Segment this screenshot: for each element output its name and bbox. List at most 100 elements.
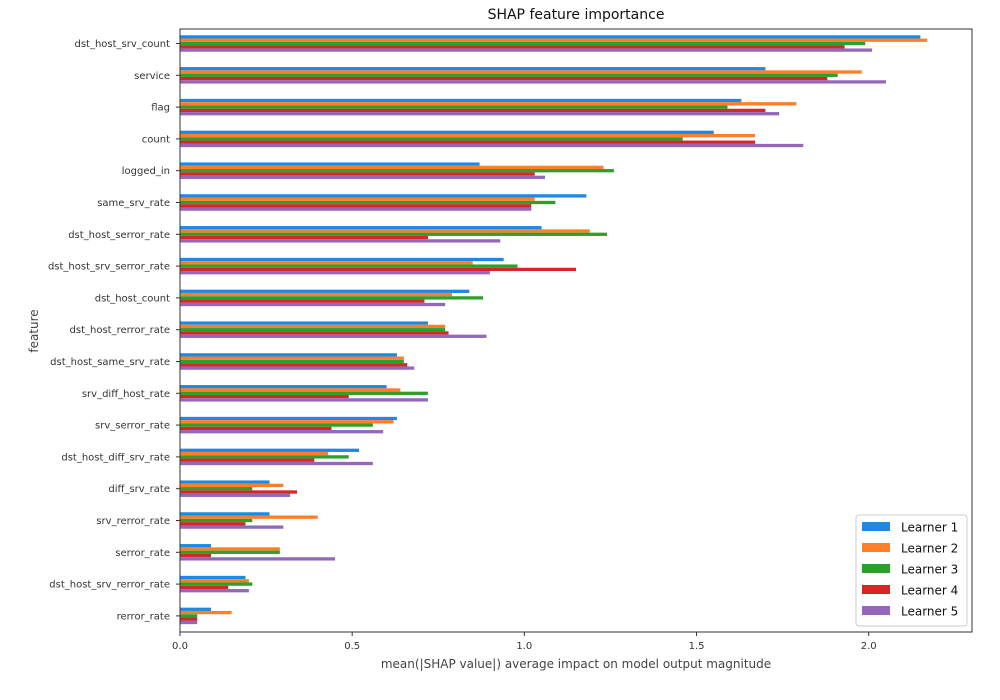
bar-rerror_rate-learner-2 <box>180 610 232 615</box>
x-axis-title: mean(|SHAP value|) average impact on mod… <box>381 657 771 671</box>
y-tick-label: dst_host_srv_rerror_rate <box>49 580 170 591</box>
y-tick-label: dst_host_diff_srv_rate <box>61 452 170 463</box>
bar-dst_host_count-learner-4 <box>180 299 425 303</box>
bar-dst_host_srv_rerror_rate-learner-1 <box>180 575 246 580</box>
bar-diff_srv_rate-learner-4 <box>180 490 298 494</box>
bar-dst_host_same_srv_rate-learner-2 <box>180 356 404 360</box>
bar-dst_host_serror_rate-learner-5 <box>180 239 501 243</box>
bar-logged_in-learner-5 <box>180 175 546 179</box>
bar-dst_host_rerror_rate-learner-4 <box>180 331 449 335</box>
bar-dst_host_srv_rerror_rate-learner-4 <box>180 585 229 590</box>
bar-dst_host_count-learner-2 <box>180 292 453 297</box>
bar-diff_srv_rate-learner-1 <box>180 480 270 484</box>
x-tick-label: 1.0 <box>516 641 532 652</box>
y-tick-label: dst_host_serror_rate <box>68 230 170 241</box>
bar-srv_serror_rate-learner-2 <box>180 420 394 424</box>
bar-dst_host_serror_rate-learner-1 <box>180 226 542 230</box>
bar-rerror_rate-learner-5 <box>180 620 198 625</box>
y-tick-label: srv_serror_rate <box>95 421 170 432</box>
y-tick-label: same_srv_rate <box>97 198 170 209</box>
bar-count-learner-2 <box>180 133 756 138</box>
y-tick-label: dst_host_same_srv_rate <box>50 357 170 368</box>
bar-dst_host_diff_srv_rate-learner-3 <box>180 455 349 459</box>
bar-logged_in-learner-4 <box>180 172 535 176</box>
y-axis-title: feature <box>27 309 41 352</box>
y-tick-label: srv_diff_host_rate <box>82 389 170 400</box>
bar-srv_diff_host_rate-learner-5 <box>180 398 428 402</box>
bar-dst_host_diff_srv_rate-learner-5 <box>180 461 373 466</box>
bar-dst_host_same_srv_rate-learner-5 <box>180 366 415 370</box>
bar-srv_serror_rate-learner-4 <box>180 426 332 431</box>
bar-srv_rerror_rate-learner-5 <box>180 525 284 529</box>
bar-dst_host_srv_count-learner-2 <box>180 38 928 42</box>
y-tick-label: logged_in <box>122 166 170 177</box>
bar-serror_rate-learner-2 <box>180 547 280 551</box>
bar-srv_serror_rate-learner-5 <box>180 430 384 434</box>
bar-serror_rate-learner-4 <box>180 553 211 558</box>
bar-dst_host_srv_count-learner-3 <box>180 41 866 46</box>
y-tick-label: dst_host_srv_count <box>74 39 170 50</box>
x-axis: 0.0 0.5 1.0 1.5 2.0 <box>172 632 877 652</box>
bar-service-learner-3 <box>180 73 838 77</box>
bar-rerror_rate-learner-1 <box>180 607 211 611</box>
y-tick-label: serror_rate <box>115 548 170 559</box>
bar-dst_host_serror_rate-learner-4 <box>180 235 428 240</box>
legend: Learner 1 Learner 2 Learner 3 Learner 4 Lear… <box>855 514 968 627</box>
bar-diff_srv_rate-learner-3 <box>180 487 253 491</box>
bar-dst_host_count-learner-5 <box>180 302 446 307</box>
bar-service-learner-4 <box>180 76 828 81</box>
legend-label-learner-4: Learner 4 <box>901 584 958 598</box>
bar-count-learner-3 <box>180 137 683 141</box>
x-tick-label: 0.5 <box>344 641 360 652</box>
bar-dst_host_serror_rate-learner-3 <box>180 232 607 236</box>
bar-service-learner-5 <box>180 80 886 84</box>
bar-dst_host_serror_rate-learner-2 <box>180 229 590 233</box>
bar-logged_in-learner-3 <box>180 169 614 173</box>
y-tick-label: srv_rerror_rate <box>96 516 170 527</box>
legend-swatch-learner-3 <box>862 564 890 573</box>
bar-dst_host_srv_count-learner-4 <box>180 45 845 49</box>
x-tick-label: 0.0 <box>172 641 188 652</box>
bar-dst_host_rerror_rate-learner-3 <box>180 328 446 332</box>
y-tick-label: dst_host_srv_serror_rate <box>48 262 170 273</box>
bar-flag-learner-2 <box>180 102 797 106</box>
legend-label-learner-1: Learner 1 <box>901 521 958 535</box>
legend-swatch-learner-1 <box>862 522 890 531</box>
bar-srv_serror_rate-learner-1 <box>180 416 397 421</box>
bar-logged_in-learner-2 <box>180 165 604 170</box>
bar-srv_rerror_rate-learner-4 <box>180 522 246 526</box>
x-tick-label: 1.5 <box>689 641 705 652</box>
chart-title: SHAP feature importance <box>488 7 665 23</box>
x-tick-label: 2.0 <box>861 641 877 652</box>
y-tick-label: diff_srv_rate <box>108 484 170 495</box>
bar-srv_diff_host_rate-learner-1 <box>180 385 387 389</box>
bar-srv_diff_host_rate-learner-3 <box>180 391 428 395</box>
legend-swatch-learner-2 <box>862 543 890 552</box>
bar-dst_host_same_srv_rate-learner-3 <box>180 359 404 364</box>
bar-dst_host_rerror_rate-learner-5 <box>180 334 487 338</box>
bar-count-learner-5 <box>180 143 804 148</box>
y-tick-label: dst_host_count <box>95 293 170 304</box>
bar-diff_srv_rate-learner-5 <box>180 493 291 497</box>
bar-dst_host_srv_rerror_rate-learner-3 <box>180 582 253 586</box>
bar-flag-learner-3 <box>180 105 728 109</box>
plot-frame <box>179 28 973 633</box>
legend-box <box>855 514 968 627</box>
bar-dst_host_diff_srv_rate-learner-2 <box>180 451 329 456</box>
bar-srv_diff_host_rate-learner-4 <box>180 394 349 399</box>
bar-flag-learner-5 <box>180 112 780 116</box>
bar-service-learner-1 <box>180 67 766 71</box>
bar-flag-learner-4 <box>180 108 766 113</box>
bar-dst_host_same_srv_rate-learner-4 <box>180 363 408 367</box>
legend-label-learner-5: Learner 5 <box>901 605 958 619</box>
bar-dst_host_rerror_rate-learner-2 <box>180 324 446 329</box>
bar-serror_rate-learner-1 <box>180 544 211 548</box>
bar-dst_host_srv_serror_rate-learner-2 <box>180 261 473 265</box>
bar-diff_srv_rate-learner-2 <box>180 483 284 488</box>
bar-srv_rerror_rate-learner-1 <box>180 512 270 516</box>
bar-dst_host_srv_serror_rate-learner-5 <box>180 271 490 275</box>
bar-dst_host_diff_srv_rate-learner-4 <box>180 458 315 462</box>
y-tick-label: dst_host_rerror_rate <box>70 325 170 336</box>
